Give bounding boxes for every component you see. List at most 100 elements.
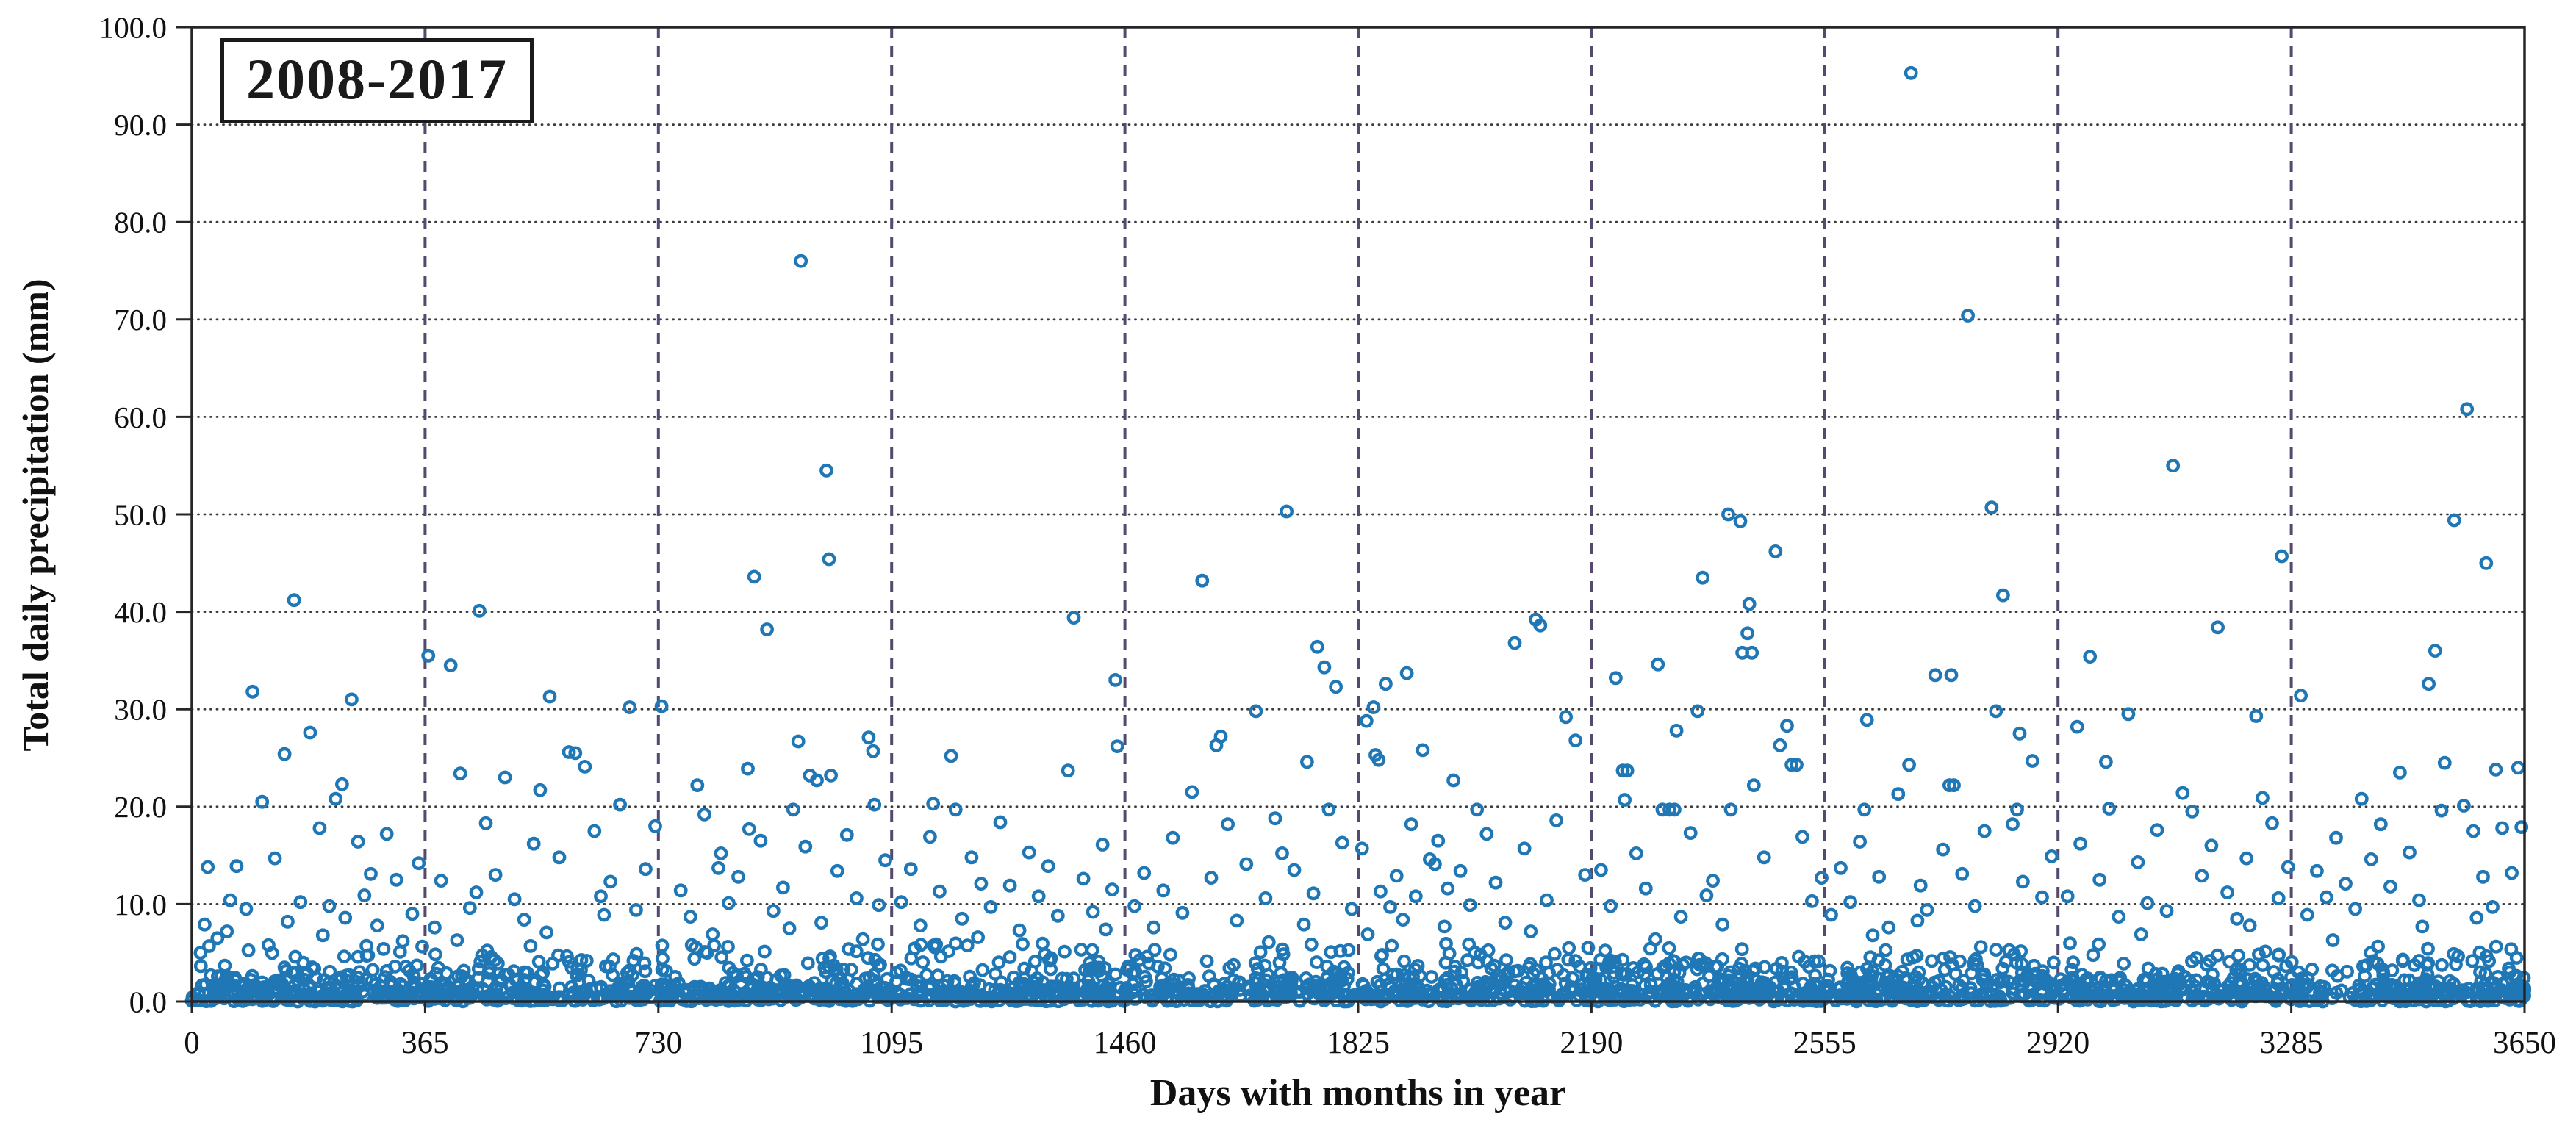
- data-point: [707, 938, 722, 953]
- data-point: [867, 974, 881, 988]
- data-point: [2104, 973, 2119, 988]
- data-point: [1947, 778, 1961, 793]
- data-point: [1762, 980, 1777, 994]
- data-point: [1608, 671, 1623, 686]
- data-point: [2175, 786, 2190, 800]
- data-point: [2507, 969, 2522, 984]
- data-point: [944, 749, 958, 763]
- data-point: [2102, 802, 2117, 816]
- data-point: [2434, 803, 2449, 818]
- data-point: [323, 964, 337, 979]
- data-point: [657, 993, 672, 1007]
- data-point: [462, 901, 477, 916]
- data-point: [2186, 985, 2200, 999]
- data-point: [766, 904, 781, 918]
- data-point: [1961, 309, 1976, 323]
- data-point: [379, 963, 394, 978]
- data-point: [2313, 979, 2328, 993]
- data-point: [1549, 813, 1564, 827]
- data-point: [428, 920, 442, 935]
- data-point: [352, 965, 367, 979]
- data-point: [2279, 959, 2294, 974]
- data-point: [851, 992, 866, 1007]
- data-point: [1383, 900, 1397, 914]
- data-point: [2092, 872, 2107, 887]
- data-point: [1374, 884, 1388, 899]
- data-point: [1669, 724, 1684, 738]
- data-point: [1614, 966, 1629, 981]
- data-point: [606, 952, 620, 966]
- data-point: [2015, 874, 2030, 889]
- data-point: [1275, 846, 1289, 860]
- data-point: [434, 991, 448, 1006]
- data-point: [1479, 827, 1494, 841]
- data-point: [800, 956, 815, 971]
- data-point: [2014, 944, 2028, 958]
- data-point: [2231, 949, 2245, 963]
- data-point: [1853, 835, 1868, 849]
- data-point: [2063, 936, 2077, 951]
- data-point: [932, 993, 947, 1007]
- data-point: [1102, 993, 1116, 1007]
- data-point: [1780, 719, 1794, 733]
- y-tick-label: 10.0: [114, 888, 167, 921]
- data-point: [823, 985, 838, 999]
- data-point: [1639, 960, 1654, 974]
- data-point: [708, 993, 723, 1007]
- data-point: [1408, 889, 1423, 904]
- x-tick-label: 1095: [860, 1026, 923, 1060]
- data-point: [711, 860, 725, 875]
- data-point: [1412, 981, 1427, 996]
- data-point: [1488, 982, 1502, 996]
- data-point: [1284, 986, 1298, 1001]
- data-point: [926, 797, 941, 811]
- data-point: [714, 846, 728, 860]
- data-point: [1469, 982, 1484, 997]
- data-point: [1463, 898, 1477, 913]
- data-point: [1745, 645, 1759, 660]
- data-point: [1879, 943, 1893, 957]
- data-point: [1432, 982, 1447, 996]
- data-point: [951, 991, 966, 1005]
- data-point: [2012, 726, 2027, 741]
- data-point: [393, 977, 408, 991]
- data-point: [913, 918, 928, 933]
- data-point: [1912, 972, 1926, 987]
- data-point: [1320, 987, 1334, 1002]
- data-point: [293, 895, 308, 910]
- data-point: [1296, 917, 1311, 932]
- data-point: [2007, 947, 2021, 962]
- data-point: [2354, 791, 2369, 806]
- data-point: [1897, 972, 1912, 987]
- data-point: [1041, 859, 1055, 874]
- data-point: [1989, 704, 2003, 719]
- data-point: [1943, 950, 1957, 964]
- data-point: [941, 944, 956, 958]
- data-point: [1456, 974, 1471, 988]
- data-point: [673, 883, 688, 898]
- data-point: [2364, 946, 2378, 960]
- data-point: [520, 966, 534, 980]
- data-point: [760, 971, 774, 985]
- y-tick-label: 70.0: [114, 303, 167, 337]
- data-point: [1678, 986, 1693, 1001]
- data-point: [2065, 971, 2080, 985]
- data-point: [871, 937, 885, 952]
- data-point: [537, 979, 552, 994]
- data-point: [1995, 961, 2010, 976]
- data-point: [850, 891, 864, 905]
- data-point: [866, 744, 880, 758]
- data-point: [1615, 763, 1630, 778]
- data-point: [1261, 935, 1276, 949]
- data-point: [997, 988, 1011, 1002]
- data-point: [1022, 845, 1036, 860]
- data-point: [591, 991, 605, 1006]
- data-point: [1562, 941, 1576, 955]
- data-point: [753, 833, 768, 848]
- data-point: [2137, 974, 2151, 988]
- data-point: [1565, 971, 1579, 985]
- data-point: [1446, 773, 1461, 788]
- data-point: [1441, 881, 1455, 896]
- data-point: [974, 877, 989, 891]
- data-point: [287, 593, 301, 608]
